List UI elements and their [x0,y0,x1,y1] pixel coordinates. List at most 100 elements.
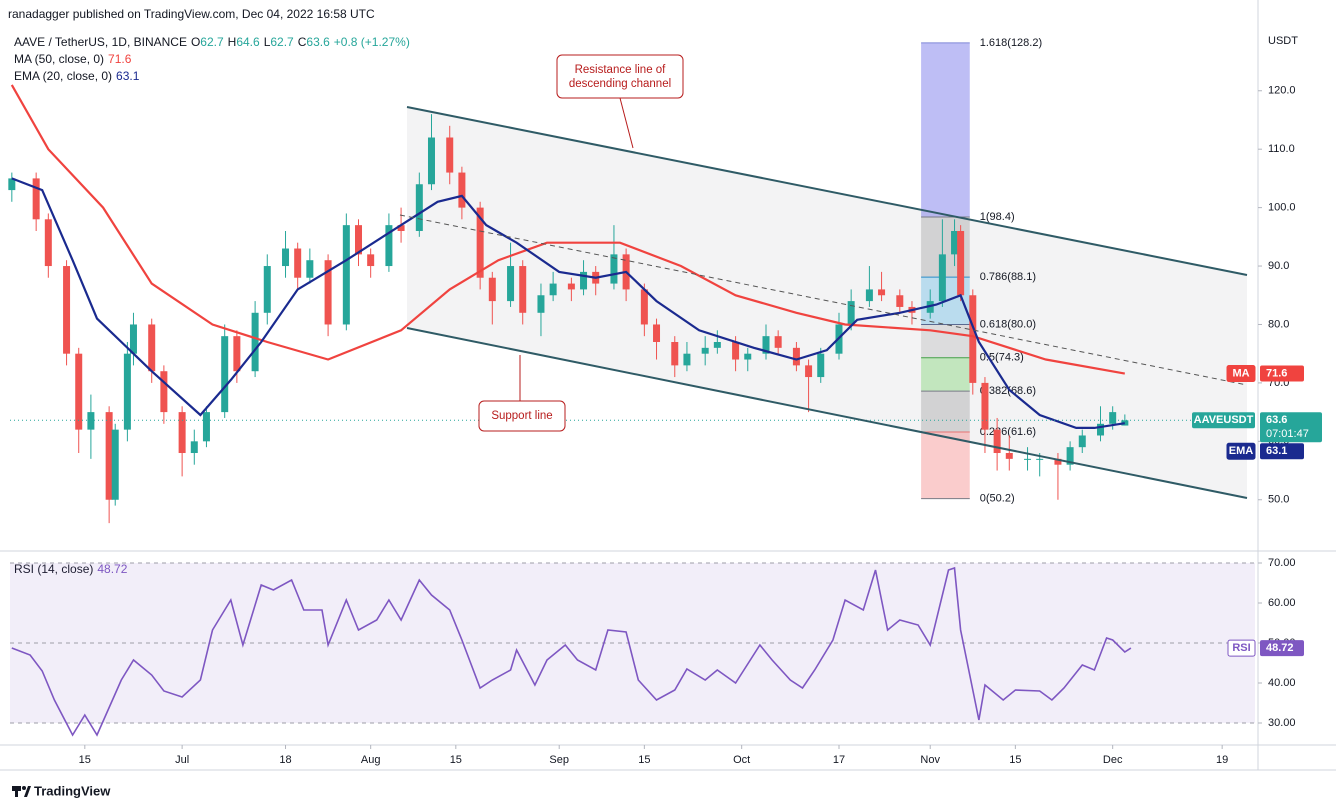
ohlc-key: O [190,35,201,49]
candle-body [111,429,119,500]
candle-body [221,336,229,413]
candle-body [580,271,588,290]
candle-body [355,225,363,255]
ma-value-box [1260,365,1304,382]
ma-legend: MA (50, close, 0) 71.6 [14,52,131,66]
fib-band [921,391,970,432]
ohlc-item: L62.7 [264,35,294,49]
ema-tag-box [1226,442,1256,460]
candle-body [488,277,496,302]
candle-body [63,266,71,354]
fib-band [921,357,970,392]
unit-label: USDT [1268,35,1298,47]
candle-body [458,172,466,208]
candle-body [251,312,259,372]
candle-body [160,371,168,413]
candle-body [938,254,946,302]
symbol: AAVE / TetherUS, 1D, BINANCE [14,35,187,49]
candle-body [610,254,618,284]
x-tick-label: 15 [638,754,650,766]
candle-body [792,347,800,366]
fib-label: 1(98.4) [980,211,1015,223]
candle-body [683,353,691,366]
candle-body [342,225,350,325]
candle-body [653,324,661,342]
ma-value: 71.6 [1266,367,1287,379]
candle-body [324,260,332,325]
candle-body [1121,420,1129,426]
candle-body [1078,435,1086,448]
candle-body [294,248,302,278]
candle-body [640,289,648,325]
x-tick-label: 17 [833,754,845,766]
candle-body [519,266,527,313]
footer-brand: TradingView [34,783,111,798]
candle-body [1024,458,1032,460]
candle-body [567,283,575,290]
rsi-legend: RSI (14, close) 48.72 [14,562,127,576]
x-tick-label: Dec [1103,754,1123,766]
change: +0.8 (+1.27%) [333,35,410,49]
candle-body [805,365,813,378]
candle-body [385,225,393,267]
fib-label: 1.618(128.2) [980,37,1042,49]
candle-body [44,219,52,267]
x-tick-label: 15 [79,754,91,766]
fib-label: 0.786(88.1) [980,271,1036,283]
candle-body [1109,412,1117,424]
published-note: ranadagger published on TradingView.com,… [8,7,375,21]
candle-body [1066,447,1074,465]
candle-body [202,412,210,442]
ema-value-box [1260,443,1304,460]
countdown: 07:01:47 [1266,428,1309,440]
annotation-text: Resistance line of [575,64,667,76]
candle-body [537,295,545,313]
candle-body [762,336,770,354]
rsi-y-tick-label: 30.00 [1268,717,1296,729]
rsi-value: 48.72 [1266,642,1294,654]
fib-band [921,42,970,217]
x-tick-label: 18 [279,754,291,766]
indicator-line [11,177,1125,429]
ohlc-value: 62.7 [200,35,224,49]
ma-tag-label: MA [1232,367,1249,379]
candle-body [1097,423,1105,436]
y-tick-label: 80.0 [1268,318,1289,330]
candle-body [732,342,740,360]
annotation-resistance: Resistance line of descending channel [556,54,684,149]
indicator-name: RSI (14, close) [14,562,93,576]
fib-band [921,431,970,499]
x-tick-label: Jul [175,754,189,766]
candle-body [427,137,435,185]
x-tick-label: 19 [1216,754,1228,766]
fib-label: 0.618(80.0) [980,318,1036,330]
indicator-name: MA (50, close, 0) [14,52,105,66]
candle-body [878,289,886,296]
logo-mark [22,786,26,790]
candle-body [178,412,186,454]
candle-body [896,295,904,307]
rsi-value-box [1260,640,1304,657]
annotation-text: Support line [491,410,552,422]
x-tick-label: 15 [450,754,462,766]
logo-mark [15,786,18,797]
candle-body [713,342,721,348]
candle-body [233,336,241,372]
x-tick-label: Aug [361,754,381,766]
rsi-y-tick-label: 40.00 [1268,677,1296,689]
candle-body [148,324,156,372]
ohlc-item: C63.6 [298,35,330,49]
rsi-y-tick-label: 70.00 [1268,557,1296,569]
fib-label: 0(50.2) [980,492,1015,504]
ohlc-value: 62.7 [270,35,294,49]
rsi-line [11,566,1132,737]
candle-body [397,225,405,231]
candle-body [123,353,131,430]
candle-body [671,342,679,366]
candle-body [847,301,855,325]
candle-body [744,353,752,360]
logo: TradingView [12,783,111,798]
candle-body [32,178,40,220]
indicator-value: 63.1 [116,69,140,83]
